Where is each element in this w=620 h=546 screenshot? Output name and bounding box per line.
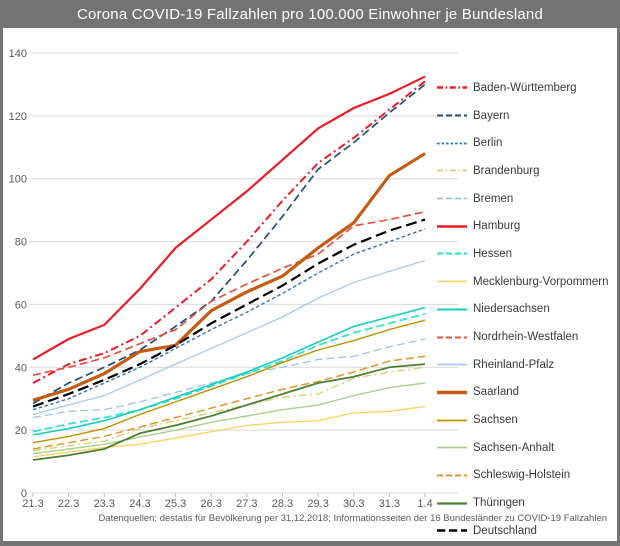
legend-swatch [437, 335, 467, 339]
x-tick-label: 21.3 [22, 498, 43, 510]
legend-label: Mecklenburg-Vorpommern [473, 275, 609, 288]
legend-label: Schleswig-Holstein [473, 469, 571, 482]
legend-item: Schleswig-Holstein [437, 462, 615, 490]
legend-item: Nordrhein-Westfalen [437, 323, 615, 351]
legend-swatch [437, 280, 467, 283]
series-line-berlin [32, 228, 426, 411]
x-tick-label: 23.3 [94, 498, 115, 510]
x-tick-label: 31.3 [379, 498, 400, 510]
x-tick-label: 22.3 [58, 498, 79, 510]
y-tick-label: 60 [15, 299, 27, 311]
series-line-nordrhein-westfalen [32, 210, 426, 376]
legend-label: Brandenburg [473, 164, 540, 177]
legend-label: Deutschland [473, 524, 537, 537]
legend-item: Baden-Württemberg [437, 74, 615, 102]
legend-item: Niedersachsen [437, 296, 615, 324]
legend-item: Brandenburg [437, 157, 615, 185]
legend-swatch [437, 502, 467, 505]
legend-item: Mecklenburg-Vorpommern [437, 268, 615, 296]
series-line-brandenburg [32, 366, 426, 452]
chart-area: 0 20 40 60 80 100 120 140 21.3 22.3 23.3 24.3 25.3 26… [3, 28, 617, 541]
legend-label: Nordrhein-Westfalen [473, 331, 579, 344]
legend-item: Sachsen-Anhalt [437, 434, 615, 462]
legend-label: Thüringen [473, 497, 525, 510]
legend-label: Berlin [473, 137, 503, 150]
y-tick-label: 120 [9, 111, 27, 123]
series-line-rheinland-pfalz [32, 259, 426, 416]
series-line-th-ringen [32, 363, 426, 461]
legend-label: Saarland [473, 386, 520, 399]
x-tick-label: 27.3 [236, 498, 257, 510]
chart-title: Corona COVID-19 Fallzahlen pro 100.000 E… [76, 5, 543, 23]
series-line-hamburg [32, 75, 426, 361]
legend-item: Bremen [437, 185, 615, 213]
series-line-mecklenburg-vorpommern [32, 405, 426, 458]
legend-item: Deutschland [437, 517, 615, 545]
legend-item: Bayern [437, 102, 615, 130]
legend-label: Bremen [473, 192, 514, 205]
x-tick-label: 30.3 [343, 498, 364, 510]
series-line-bayern [32, 83, 426, 405]
legend: Baden-Württemberg Bayern Berlin Brandenburg… [437, 74, 615, 545]
legend-swatch [437, 252, 467, 256]
legend-swatch [437, 363, 467, 366]
legend-label: Hessen [473, 247, 512, 260]
legend-label: Rheinland-Pfalz [473, 358, 555, 371]
legend-swatch [437, 308, 467, 311]
legend-item: Hessen [437, 240, 615, 268]
legend-item: Thüringen [437, 489, 615, 517]
legend-label: Niedersachsen [473, 303, 550, 316]
legend-label: Baden-Württemberg [473, 81, 577, 94]
series-line-schleswig-holstein [32, 355, 426, 450]
series-line-saarland [32, 152, 426, 402]
legend-label: Hamburg [473, 220, 521, 233]
x-tick-label: 29.3 [307, 498, 328, 510]
series-line-sachsen [32, 319, 426, 444]
legend-item: Saarland [437, 379, 615, 407]
legend-item: Berlin [437, 129, 615, 157]
legend-swatch [437, 419, 467, 421]
series-line-hessen [32, 312, 426, 433]
y-tick-label: 100 [9, 174, 27, 186]
x-tick-label: 26.3 [200, 498, 221, 510]
legend-swatch [437, 170, 467, 172]
legend-swatch [437, 142, 467, 145]
x-tick-label: 1.4 [417, 498, 432, 510]
legend-item: Sachsen [437, 406, 615, 434]
legend-label: Sachsen [473, 414, 518, 427]
footer-note: Datenquellen: destatis für Bevölkerung p… [98, 513, 607, 524]
legend-label: Bayern [473, 109, 510, 122]
legend-swatch [437, 224, 467, 228]
legend-swatch [437, 529, 467, 533]
y-tick-label: 0 [21, 488, 27, 500]
series-line-niedersachsen [32, 306, 426, 436]
legend-swatch [437, 114, 467, 117]
x-tick-label: 25.3 [165, 498, 186, 510]
legend-swatch [437, 197, 467, 200]
series-line-deutschland [32, 218, 426, 408]
y-tick-label: 140 [9, 48, 27, 60]
title-bar: Corona COVID-19 Fallzahlen pro 100.000 E… [0, 0, 620, 28]
legend-swatch [437, 446, 467, 449]
y-tick-label: 20 [15, 425, 27, 437]
plot-svg: 0 20 40 60 80 100 120 140 21.3 22.3 23.3 24.3 25.3 26… [9, 48, 458, 510]
y-tick-label: 40 [15, 362, 27, 374]
legend-item: Hamburg [437, 212, 615, 240]
x-tick-label: 24.3 [129, 498, 150, 510]
series-line-sachsen-anhalt [32, 382, 426, 455]
legend-swatch [437, 474, 467, 477]
legend-item: Rheinland-Pfalz [437, 351, 615, 379]
series-line-baden-w-rttemberg [32, 80, 426, 384]
legend-swatch [437, 86, 467, 90]
series-line-bremen [32, 338, 426, 419]
legend-label: Sachsen-Anhalt [473, 441, 555, 454]
legend-swatch [437, 390, 467, 395]
y-tick-label: 80 [15, 237, 27, 249]
x-tick-label: 28.3 [272, 498, 293, 510]
